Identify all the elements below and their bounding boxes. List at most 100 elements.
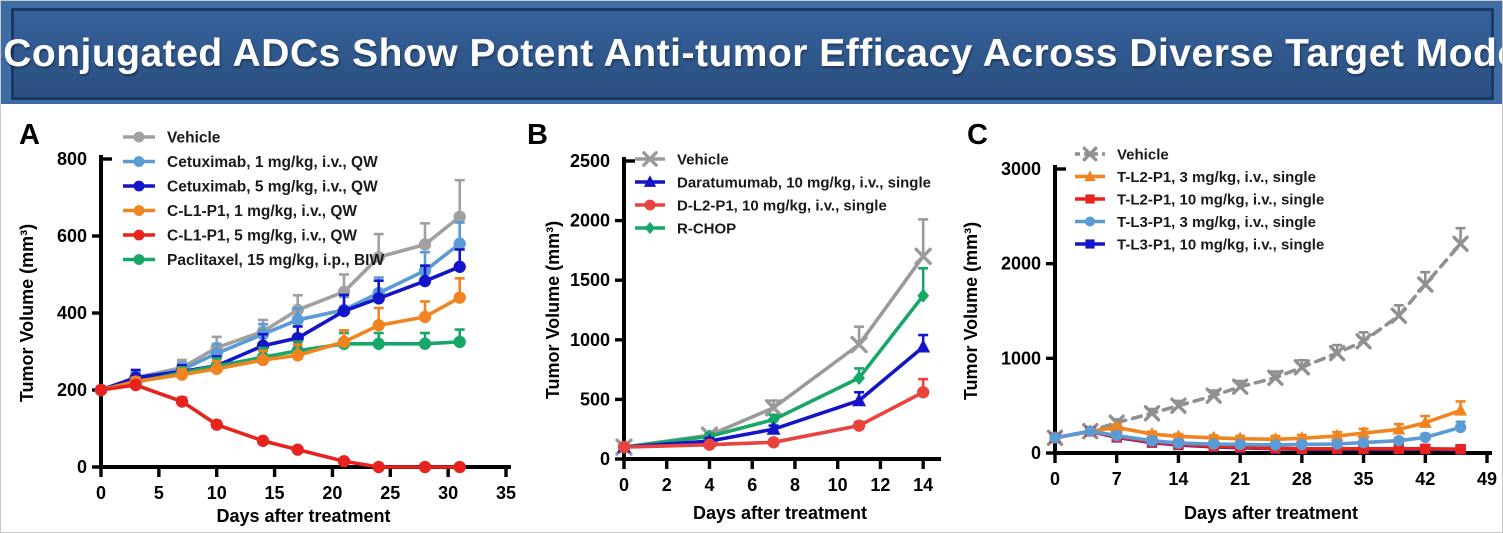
series-c-l1-p1 [94, 277, 466, 397]
svg-text:Vehicle: Vehicle [1117, 147, 1169, 164]
svg-text:T-L3-P1, 3 mg/kg, i.v., single: T-L3-P1, 3 mg/kg, i.v., single [1117, 214, 1316, 231]
svg-text:0: 0 [619, 475, 629, 495]
legend-item: C-L1-P1, 1 mg/kg, i.v., QW [123, 203, 357, 220]
svg-text:800: 800 [57, 149, 87, 169]
tick-marks [92, 157, 508, 477]
figure-title: PI-Conjugated ADCs Show Potent Anti-tumo… [0, 32, 1503, 75]
series-paclitaxel [94, 328, 466, 397]
legend-item: Cetuximab, 1 mg/kg, i.v., QW [123, 154, 378, 171]
legend-item: T-L3-P1, 10 mg/kg, i.v., single [1075, 237, 1324, 254]
legend-item: D-L2-P1, 10 mg/kg, i.v., single [635, 198, 887, 215]
svg-text:10: 10 [828, 475, 848, 495]
svg-text:D-L2-P1, 10 mg/kg, i.v., singl: D-L2-P1, 10 mg/kg, i.v., single [677, 198, 887, 215]
series-t-l2-p1 [1048, 400, 1468, 445]
svg-text:500: 500 [580, 389, 610, 409]
chart-svg-b: 0 500 1000 1500 2000 2500 0 2 4 6 8 10 12 14 Days afte… [527, 119, 941, 523]
legend-item: Vehicle [123, 130, 221, 147]
svg-text:R-CHOP: R-CHOP [677, 221, 736, 238]
svg-text:0: 0 [1050, 469, 1060, 489]
svg-text:0: 0 [600, 449, 610, 469]
svg-text:600: 600 [57, 226, 87, 246]
svg-text:7: 7 [1112, 469, 1122, 489]
svg-text:30: 30 [438, 483, 458, 503]
svg-text:2000: 2000 [1001, 254, 1041, 274]
svg-text:6: 6 [747, 475, 757, 495]
svg-text:Cetuximab, 1 mg/kg, i.v., QW: Cetuximab, 1 mg/kg, i.v., QW [167, 154, 378, 171]
legend: Vehicle Daratumumab, 10 mg/kg, i.v., sing… [635, 151, 931, 238]
legend-item: T-L2-P1, 3 mg/kg, i.v., single [1075, 169, 1316, 186]
tick-marks [1046, 167, 1489, 463]
title-banner: PI-Conjugated ADCs Show Potent Anti-tumo… [0, 1, 1503, 104]
svg-text:200: 200 [57, 380, 87, 400]
tick-labels: 0 200 400 600 800 0 5 10 15 20 25 30 35 [57, 149, 516, 503]
svg-text:C-L1-P1, 1 mg/kg, i.v., QW: C-L1-P1, 1 mg/kg, i.v., QW [167, 203, 357, 220]
svg-text:2: 2 [662, 475, 672, 495]
chart-svg-a: 0 200 400 600 800 0 5 10 15 20 25 30 35 Days after tr… [17, 119, 516, 526]
y-axis-label: Tumor Volume (mm³) [961, 222, 981, 400]
svg-text:T-L3-P1, 10 mg/kg, i.v., singl: T-L3-P1, 10 mg/kg, i.v., single [1117, 237, 1324, 254]
svg-text:42: 42 [1415, 469, 1435, 489]
panel-label-b: B [527, 119, 548, 151]
legend-item: Vehicle [1075, 147, 1169, 164]
svg-text:15: 15 [265, 483, 285, 503]
legend-item: R-CHOP [635, 221, 736, 238]
svg-text:14: 14 [913, 475, 933, 495]
x-axis-label: Days after treatment [693, 503, 867, 523]
svg-text:14: 14 [1168, 469, 1188, 489]
series-c-l1-p1 [94, 378, 466, 474]
legend-item: T-L3-P1, 3 mg/kg, i.v., single [1075, 214, 1316, 231]
svg-text:Cetuximab, 5 mg/kg, i.v., QW: Cetuximab, 5 mg/kg, i.v., QW [167, 179, 378, 196]
chart-panel-b: 0 500 1000 1500 2000 2500 0 2 4 6 8 10 12 14 Days afte… [521, 104, 961, 532]
axes [1053, 165, 1492, 455]
series-daratumumab [617, 333, 931, 453]
svg-text:12: 12 [870, 475, 890, 495]
axes [622, 157, 941, 461]
charts-row: 0 200 400 600 800 0 5 10 15 20 25 30 35 Days after tr… [1, 104, 1502, 532]
svg-text:35: 35 [1354, 469, 1374, 489]
tick-labels: 0 500 1000 1500 2000 2500 0 2 4 6 8 10 12 14 [570, 151, 933, 495]
svg-text:4: 4 [704, 475, 714, 495]
series-vehicle [1046, 226, 1469, 447]
svg-text:0: 0 [77, 457, 87, 477]
panel-label-c: C [967, 119, 988, 151]
x-axis-label: Days after treatment [216, 506, 390, 526]
svg-text:C-L1-P1, 5 mg/kg, i.v., QW: C-L1-P1, 5 mg/kg, i.v., QW [167, 228, 357, 245]
series-t-l3-p1 [1049, 420, 1467, 451]
svg-text:1000: 1000 [1001, 348, 1041, 368]
svg-text:20: 20 [322, 483, 342, 503]
chart-panel-c: 0 1000 2000 3000 0 7 14 21 28 35 42 49 Days after tr… [961, 104, 1502, 532]
legend: Vehicle T-L2-P1, 3 mg/kg, i.v., single T-L… [1075, 147, 1324, 254]
svg-text:49: 49 [1477, 469, 1497, 489]
panel-label-a: A [19, 119, 40, 151]
svg-text:T-L2-P1, 3 mg/kg, i.v., single: T-L2-P1, 3 mg/kg, i.v., single [1117, 169, 1316, 186]
svg-text:28: 28 [1292, 469, 1312, 489]
legend-item: C-L1-P1, 5 mg/kg, i.v., QW [123, 228, 357, 245]
svg-text:Vehicle: Vehicle [677, 152, 729, 169]
svg-text:10: 10 [207, 483, 227, 503]
legend-item: Daratumumab, 10 mg/kg, i.v., single [635, 175, 931, 192]
svg-text:8: 8 [790, 475, 800, 495]
svg-text:35: 35 [496, 483, 516, 503]
svg-text:3000: 3000 [1001, 159, 1041, 179]
svg-text:400: 400 [57, 303, 87, 323]
svg-text:5: 5 [154, 483, 164, 503]
svg-text:2500: 2500 [570, 151, 610, 171]
x-axis-label: Days after treatment [1184, 503, 1358, 523]
tick-labels: 0 1000 2000 3000 0 7 14 21 28 35 42 49 [1001, 159, 1497, 489]
svg-text:1000: 1000 [570, 330, 610, 350]
legend-item: Vehicle [635, 151, 729, 169]
svg-text:0: 0 [1031, 443, 1041, 463]
y-axis-label: Tumor Volume (mm³) [17, 224, 37, 402]
legend-item: T-L2-P1, 10 mg/kg, i.v., single [1075, 192, 1324, 209]
svg-text:2000: 2000 [570, 211, 610, 231]
series-d-l2-p1 [617, 377, 930, 454]
svg-text:Paclitaxel, 15 mg/kg, i.p., BI: Paclitaxel, 15 mg/kg, i.p., BIW [167, 252, 384, 269]
svg-text:21: 21 [1230, 469, 1250, 489]
chart-panel-a: 0 200 400 600 800 0 5 10 15 20 25 30 35 Days after tr… [1, 104, 521, 532]
svg-text:1500: 1500 [570, 270, 610, 290]
y-axis-label: Tumor Volume (mm³) [543, 221, 563, 399]
chart-svg-c: 0 1000 2000 3000 0 7 14 21 28 35 42 49 Days after tr… [961, 119, 1497, 523]
tick-marks [615, 159, 925, 469]
legend: Vehicle Cetuximab, 1 mg/kg, i.v., QW Cetux… [123, 130, 384, 269]
